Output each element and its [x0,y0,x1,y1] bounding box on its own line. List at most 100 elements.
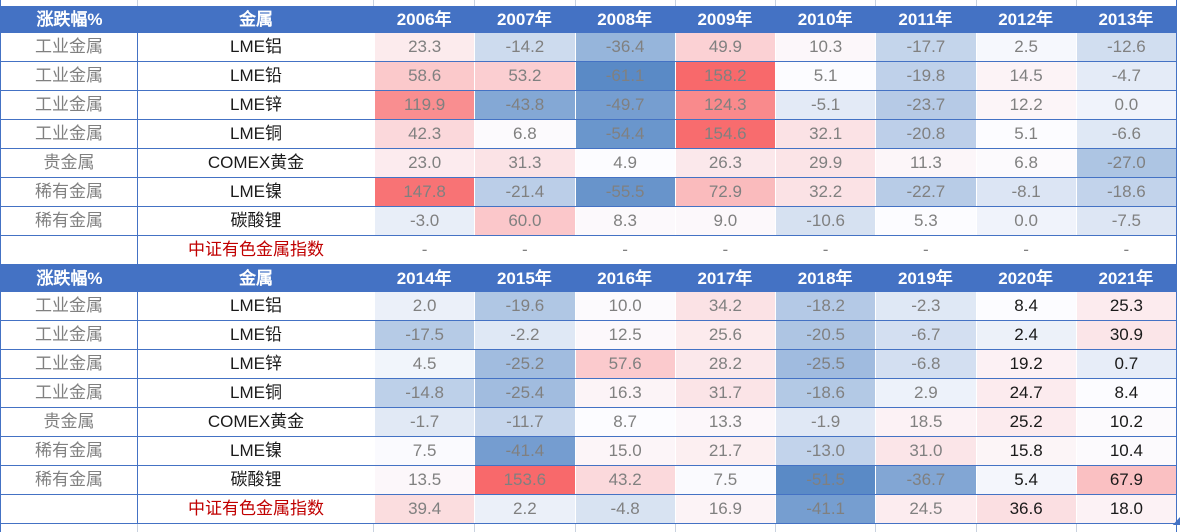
value-cell[interactable]: 25.3 [1075,292,1176,320]
value-cell[interactable]: 15.0 [574,437,675,465]
value-cell[interactable]: 39.4 [374,495,475,523]
value-cell[interactable]: 5.1 [975,120,1076,148]
category-cell[interactable]: 稀有金属 [1,437,138,465]
value-cell[interactable]: -36.4 [574,33,675,61]
value-cell[interactable]: -54.4 [574,120,675,148]
value-cell[interactable]: 2.2 [474,495,575,523]
value-cell[interactable]: 10.2 [1075,408,1176,436]
value-cell[interactable]: -6.8 [875,350,976,378]
value-cell[interactable]: 147.8 [374,178,475,206]
column-header-metal[interactable]: 金属 [239,10,273,29]
metal-cell[interactable]: LME镍 [138,178,374,206]
category-cell[interactable]: 稀有金属 [1,178,138,206]
metal-cell[interactable]: LME锌 [138,350,374,378]
column-header-year[interactable]: 2013年 [1098,10,1154,29]
value-cell[interactable]: 34.2 [674,292,775,320]
value-cell[interactable]: 29.9 [775,149,876,177]
column-header-metal[interactable]: 金属 [239,269,273,288]
value-cell[interactable]: -7.5 [1075,207,1176,235]
value-cell[interactable]: 124.3 [674,91,775,119]
value-cell[interactable]: -23.7 [875,91,976,119]
column-header-year[interactable]: 2021年 [1098,269,1154,288]
value-cell[interactable]: 32.1 [775,120,876,148]
value-cell[interactable]: -3.0 [374,207,475,235]
value-cell[interactable]: 2.4 [975,321,1076,349]
column-header-change[interactable]: 涨跌幅% [36,10,103,29]
value-cell[interactable]: 0.0 [975,207,1076,235]
metal-cell[interactable]: LME铝 [138,33,374,61]
value-cell[interactable]: 6.8 [474,120,575,148]
value-cell[interactable]: 4.9 [574,149,675,177]
value-cell[interactable]: -36.7 [875,466,976,494]
value-cell[interactable]: 58.6 [374,62,475,90]
value-cell[interactable]: 15.8 [975,437,1076,465]
fill-handle[interactable] [1172,517,1180,525]
category-cell[interactable]: 工业金属 [1,62,138,90]
value-cell[interactable]: -5.1 [775,91,876,119]
column-header-year[interactable]: 2018年 [797,269,853,288]
value-cell[interactable]: 2.0 [374,292,475,320]
value-cell[interactable]: -61.1 [574,62,675,90]
value-cell[interactable]: -27.0 [1075,149,1176,177]
value-cell[interactable]: 6.8 [975,149,1076,177]
value-cell[interactable]: 42.3 [374,120,475,148]
value-cell[interactable]: -11.7 [474,408,575,436]
category-cell[interactable]: 稀有金属 [1,207,138,235]
value-cell[interactable]: 21.7 [674,437,775,465]
value-cell[interactable]: 19.2 [975,350,1076,378]
value-cell[interactable]: 60.0 [474,207,575,235]
value-cell[interactable]: -22.7 [875,178,976,206]
column-header-year[interactable]: 2009年 [697,10,753,29]
category-cell[interactable] [1,495,138,523]
metal-cell[interactable]: LME铜 [138,120,374,148]
value-cell[interactable]: 10.4 [1075,437,1176,465]
metal-cell[interactable]: COMEX黄金 [138,149,374,177]
value-cell[interactable]: 10.3 [775,33,876,61]
metal-cell[interactable]: COMEX黄金 [138,408,374,436]
value-cell[interactable]: -1.9 [775,408,876,436]
metal-cell[interactable]: LME铅 [138,62,374,90]
category-cell[interactable]: 贵金属 [1,149,138,177]
column-header-change[interactable]: 涨跌幅% [36,269,103,288]
value-cell[interactable]: -18.6 [1075,178,1176,206]
value-cell[interactable]: -21.4 [474,178,575,206]
value-cell[interactable]: 30.9 [1075,321,1176,349]
value-cell[interactable]: 12.5 [574,321,675,349]
value-cell[interactable]: -25.4 [474,379,575,407]
value-cell[interactable]: -18.2 [775,292,876,320]
category-cell[interactable]: 工业金属 [1,350,138,378]
column-header-year[interactable]: 2016年 [597,269,653,288]
value-cell[interactable]: - [875,236,976,264]
column-header-year[interactable]: 2020年 [998,269,1054,288]
value-cell[interactable]: 14.5 [975,62,1076,90]
value-cell[interactable]: 18.0 [1075,495,1176,523]
metal-cell[interactable]: LME铝 [138,292,374,320]
value-cell[interactable]: -17.5 [374,321,475,349]
value-cell[interactable]: -18.6 [775,379,876,407]
value-cell[interactable]: 23.3 [374,33,475,61]
column-header-year[interactable]: 2014年 [396,269,452,288]
metal-cell[interactable]: LME锌 [138,91,374,119]
value-cell[interactable]: 158.2 [674,62,775,90]
category-cell[interactable]: 工业金属 [1,91,138,119]
value-cell[interactable]: 13.3 [674,408,775,436]
value-cell[interactable]: - [775,236,876,264]
value-cell[interactable]: 23.0 [374,149,475,177]
value-cell[interactable]: 24.7 [975,379,1076,407]
value-cell[interactable]: 13.5 [374,466,475,494]
value-cell[interactable]: -13.0 [775,437,876,465]
value-cell[interactable]: 32.2 [775,178,876,206]
value-cell[interactable]: -6.7 [875,321,976,349]
metal-cell[interactable]: 中证有色金属指数 [138,495,374,523]
value-cell[interactable]: -2.3 [875,292,976,320]
category-cell[interactable]: 工业金属 [1,33,138,61]
category-cell[interactable]: 工业金属 [1,321,138,349]
category-cell[interactable]: 稀有金属 [1,466,138,494]
value-cell[interactable]: -55.5 [574,178,675,206]
value-cell[interactable]: -4.8 [574,495,675,523]
value-cell[interactable]: 5.1 [775,62,876,90]
value-cell[interactable]: -25.5 [775,350,876,378]
value-cell[interactable]: -4.7 [1075,62,1176,90]
category-cell[interactable]: 工业金属 [1,120,138,148]
value-cell[interactable]: -2.2 [474,321,575,349]
